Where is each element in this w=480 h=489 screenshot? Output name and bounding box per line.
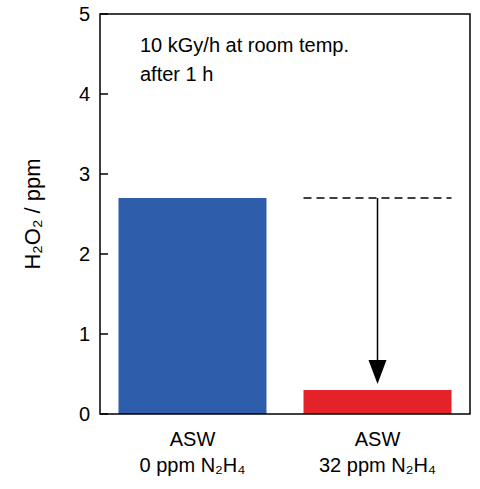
y-tick: [100, 333, 108, 335]
bar: [119, 198, 267, 414]
y-tick-label: 4: [79, 83, 90, 105]
y-axis-label: H₂O₂ / ppm: [20, 158, 45, 269]
y-tick-label: 5: [79, 3, 90, 25]
y-tick-label: 1: [79, 323, 90, 345]
x-tick-label-line: ASW: [355, 428, 401, 450]
y-tick: [100, 253, 108, 255]
bar: [304, 390, 452, 414]
y-tick: [100, 13, 108, 15]
x-tick-label-line: 32 ppm N₂H₄: [319, 454, 436, 476]
x-tick-label: ASW 0 ppm N₂H₄: [140, 428, 246, 476]
y-tick-label: 0: [79, 403, 90, 425]
y-tick: [100, 93, 108, 95]
annotation: 10 kGy/h at room temp.: [140, 34, 349, 56]
x-tick-label-line: 0 ppm N₂H₄: [140, 454, 246, 476]
y-tick-label: 2: [79, 243, 90, 265]
bars: [119, 198, 452, 414]
plot-frame: [100, 14, 470, 414]
arrow-head: [369, 360, 387, 384]
y-tick: [100, 173, 108, 175]
x-tick-label: ASW 32 ppm N₂H₄: [319, 428, 436, 476]
x-tick-label-line: ASW: [170, 428, 216, 450]
y-tick-label: 3: [79, 163, 90, 185]
annotation: after 1 h: [140, 63, 213, 85]
arrow-shaft: [377, 198, 379, 368]
chart: 0 1 2 3 4 5 H₂O₂ / ppm ASW 0 ppm N₂H₄ ASW 32 ppm N…: [0, 0, 480, 489]
y-tick: [100, 413, 108, 415]
